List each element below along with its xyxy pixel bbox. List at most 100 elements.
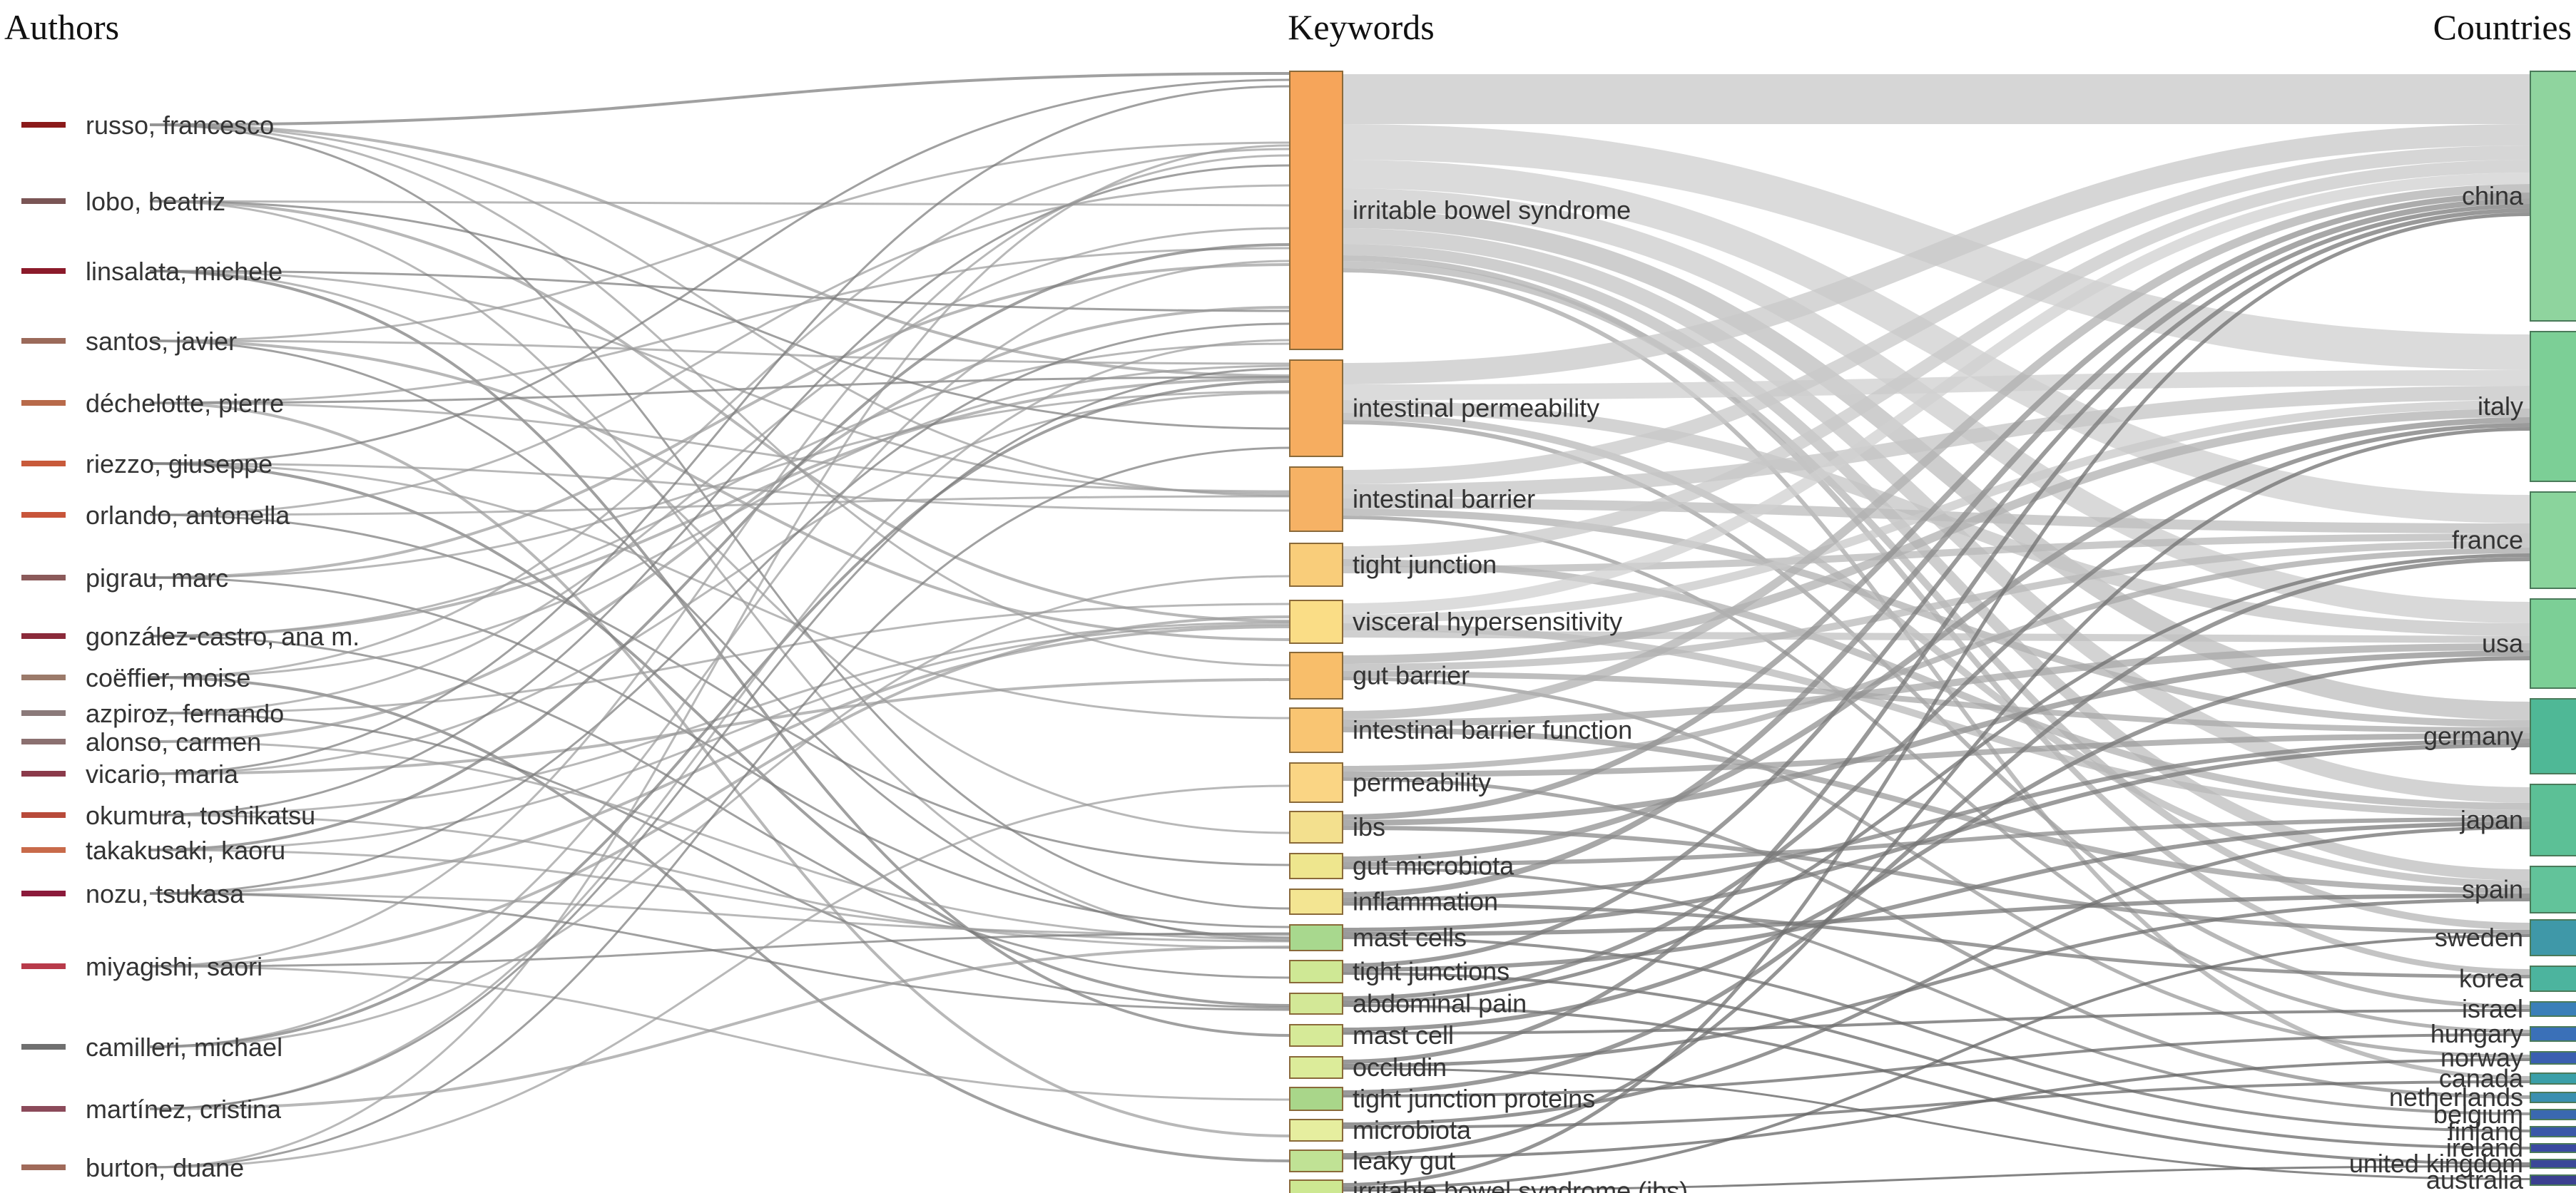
author-label: burton, duane <box>86 1153 244 1182</box>
country-node-norway[interactable]: norway <box>2440 1043 2576 1072</box>
country-node-france[interactable]: france <box>2452 491 2576 589</box>
country-node-israel[interactable]: israel <box>2462 994 2576 1023</box>
author-node-coeffier-moise[interactable]: coëffier, moise <box>21 663 250 692</box>
country-node-united-kingdom[interactable]: united kingdom <box>2349 1149 2576 1178</box>
keyword-country-link <box>1342 727 2531 894</box>
keyword-node-gut-barrier[interactable]: gut barrier <box>1289 652 1470 700</box>
keyword-country-link <box>1342 557 2531 1095</box>
keyword-label: leaky gut <box>1353 1146 1455 1175</box>
author-node-takakusaki-kaoru[interactable]: takakusaki, kaoru <box>21 836 285 865</box>
author-bar <box>21 739 66 744</box>
author-node-santos-javier[interactable]: santos, javier <box>21 327 237 356</box>
keyword-node-intestinal-barrier[interactable]: intestinal barrier <box>1289 466 1535 532</box>
keyword-node-mast-cells[interactable]: mast cells <box>1289 923 1467 952</box>
author-keyword-link <box>149 401 1290 1137</box>
country-box <box>2530 1092 2576 1103</box>
keyword-country-link <box>1342 173 2531 615</box>
keyword-node-abdominal-pain[interactable]: abdominal pain <box>1289 989 1527 1018</box>
author-keyword-link <box>149 784 1290 1169</box>
keyword-node-leaky-gut[interactable]: leaky gut <box>1289 1146 1455 1175</box>
country-node-sweden[interactable]: sweden <box>2435 919 2576 956</box>
author-keyword-link <box>149 376 1290 404</box>
keyword-node-intestinal-permeability[interactable]: intestinal permeability <box>1289 359 1599 457</box>
country-node-finland[interactable]: finland <box>2448 1117 2576 1146</box>
keyword-box <box>1289 811 1343 844</box>
author-keyword-link <box>149 377 1290 638</box>
country-box <box>2530 1001 2576 1017</box>
authors-column-title: Authors <box>4 7 119 47</box>
keyword-country-link <box>1342 261 2531 930</box>
author-keyword-link <box>149 154 1290 968</box>
keyword-node-tight-junction-proteins[interactable]: tight junction proteins <box>1289 1084 1595 1113</box>
country-node-canada[interactable]: canada <box>2439 1064 2576 1093</box>
country-node-netherlands[interactable]: netherlands <box>2389 1082 2576 1112</box>
keyword-node-permeability[interactable]: permeability <box>1289 762 1491 803</box>
country-node-australia[interactable]: australia <box>2426 1165 2576 1193</box>
author-keyword-link <box>149 678 1290 775</box>
country-node-japan[interactable]: japan <box>2460 784 2576 856</box>
keyword-box <box>1289 960 1343 983</box>
author-node-okumura-toshikatsu[interactable]: okumura, toshikatsu <box>21 801 315 830</box>
author-node-lobo-beatriz[interactable]: lobo, beatriz <box>21 187 225 216</box>
author-node-burton-duane[interactable]: burton, duane <box>21 1153 244 1182</box>
author-node-riezzo-giuseppe[interactable]: riezzo, giuseppe <box>21 449 273 478</box>
author-node-dechelotte-pierre[interactable]: déchelotte, pierre <box>21 389 284 418</box>
country-node-china[interactable]: china <box>2462 71 2576 322</box>
author-node-orlando-antonella[interactable]: orlando, antonella <box>21 501 290 530</box>
keyword-node-ibs[interactable]: ibs <box>1289 811 1385 844</box>
country-node-ireland[interactable]: ireland <box>2446 1133 2576 1162</box>
keyword-node-microbiota[interactable]: microbiota <box>1289 1115 1472 1145</box>
author-label: orlando, antonella <box>86 501 290 530</box>
author-bar <box>21 812 66 818</box>
keyword-label: intestinal barrier <box>1353 484 1535 513</box>
keyword-node-tight-junction[interactable]: tight junction <box>1289 543 1497 587</box>
keyword-node-irritable-bowel-syndrome-ibs[interactable]: irritable bowel syndrome (ibs) <box>1289 1177 1688 1193</box>
author-keyword-link <box>149 932 1290 968</box>
author-keyword-link <box>149 148 1290 679</box>
author-node-russo-francesco[interactable]: russo, francesco <box>21 111 274 140</box>
keyword-country-link <box>1342 160 2531 523</box>
keyword-country-link <box>1342 386 2531 498</box>
author-keyword-link <box>149 123 1290 377</box>
country-node-germany[interactable]: germany <box>2423 698 2576 774</box>
keyword-node-tight-junctions[interactable]: tight junctions <box>1289 957 1510 986</box>
keyword-node-irritable-bowel-syndrome[interactable]: irritable bowel syndrome <box>1289 71 1631 350</box>
keyword-node-gut-microbiota[interactable]: gut microbiota <box>1289 851 1514 881</box>
country-node-usa[interactable]: usa <box>2482 598 2576 689</box>
country-node-italy[interactable]: italy <box>2478 331 2576 482</box>
author-node-alonso-carmen[interactable]: alonso, carmen <box>21 727 261 757</box>
country-box <box>2530 919 2576 956</box>
keyword-country-link <box>1342 244 2531 881</box>
author-node-linsalata-michele[interactable]: linsalata, michele <box>21 257 282 286</box>
author-node-azpiroz-fernando[interactable]: azpiroz, fernando <box>21 699 284 728</box>
country-node-hungary[interactable]: hungary <box>2430 1019 2576 1048</box>
country-node-belgium[interactable]: belgium <box>2433 1100 2576 1129</box>
author-node-martinez-cristina[interactable]: martínez, cristina <box>21 1095 282 1124</box>
author-keyword-link <box>149 621 1290 816</box>
author-node-vicario-maria[interactable]: vicario, maria <box>21 759 239 789</box>
author-node-camilleri-michael[interactable]: camilleri, michael <box>21 1033 282 1062</box>
author-keyword-link <box>149 200 1290 207</box>
keyword-node-occludin[interactable]: occludin <box>1289 1053 1447 1082</box>
keyword-node-mast-cell[interactable]: mast cell <box>1289 1020 1454 1050</box>
author-bar <box>21 847 66 853</box>
country-node-korea[interactable]: korea <box>2459 964 2576 993</box>
keyword-label: occludin <box>1353 1053 1447 1082</box>
country-box <box>2530 491 2576 589</box>
keyword-country-link <box>1342 650 2531 826</box>
author-node-gonzalez-castro-ana-m[interactable]: gonzález-castro, ana m. <box>21 622 360 651</box>
keyword-box <box>1289 652 1343 700</box>
keyword-box <box>1289 1024 1343 1047</box>
author-node-pigrau-marc[interactable]: pigrau, marc <box>21 563 228 593</box>
keyword-node-inflammation[interactable]: inflammation <box>1289 887 1498 916</box>
keyword-node-visceral-hypersensitivity[interactable]: visceral hypersensitivity <box>1289 600 1622 644</box>
author-node-nozu-tsukasa[interactable]: nozu, tsukasa <box>21 879 245 908</box>
author-node-miyagishi-saori[interactable]: miyagishi, saori <box>21 952 263 981</box>
keyword-country-link <box>1342 553 2531 1004</box>
keyword-country-link <box>1342 1165 2531 1192</box>
country-node-spain[interactable]: spain <box>2462 866 2576 913</box>
country-box <box>2530 1126 2576 1137</box>
keyword-node-intestinal-barrier-function[interactable]: intestinal barrier function <box>1289 707 1632 753</box>
keyword-label: ibs <box>1353 812 1385 841</box>
keyword-box <box>1289 543 1343 587</box>
